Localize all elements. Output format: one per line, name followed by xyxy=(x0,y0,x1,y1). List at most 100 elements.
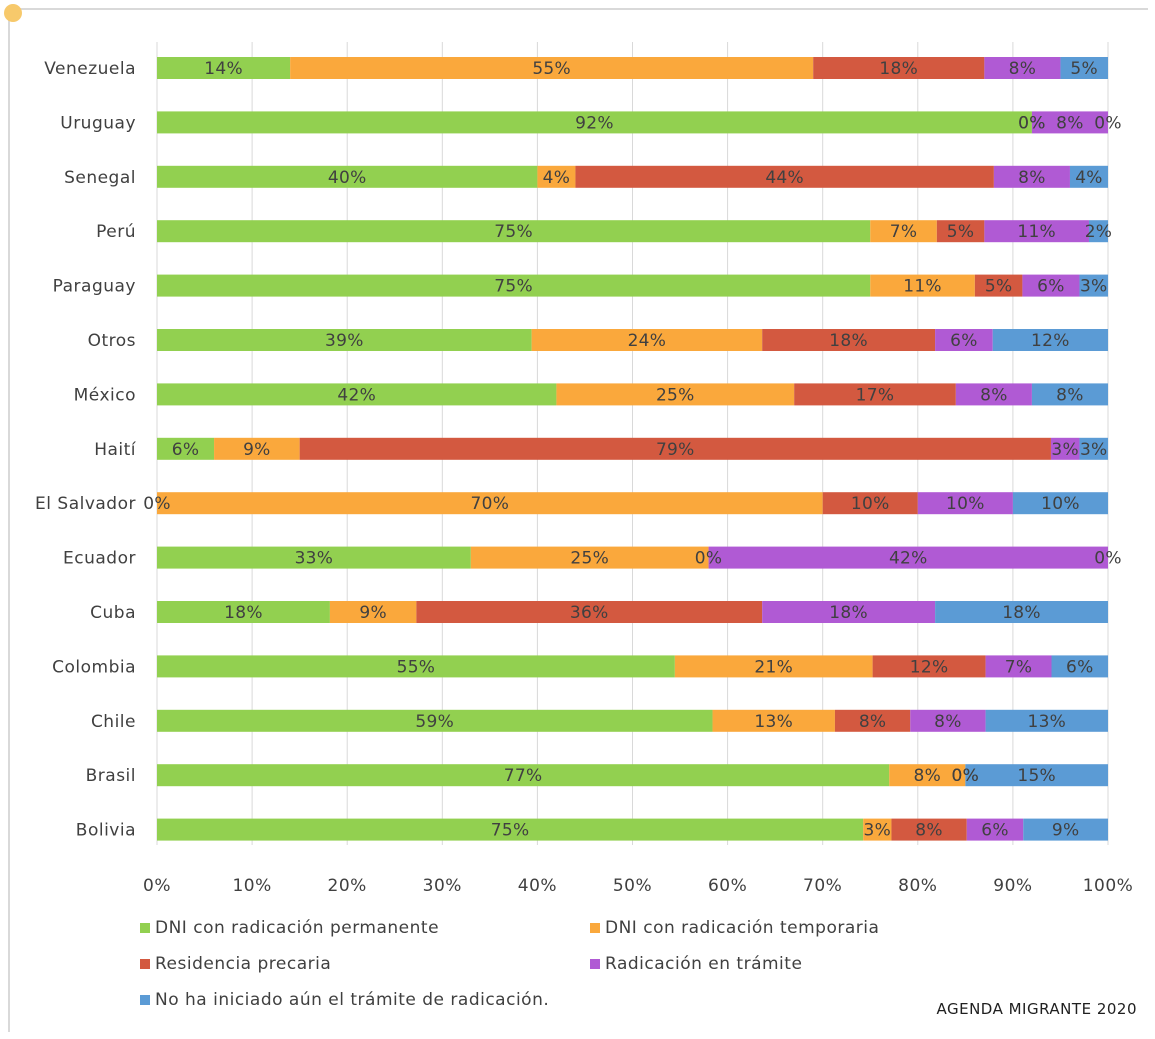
x-tick-label: 20% xyxy=(328,876,367,896)
data-label: 6% xyxy=(950,331,978,351)
data-label: 13% xyxy=(1027,712,1066,732)
x-tick-label: 0% xyxy=(143,876,171,896)
legend-item: DNI con radicación temporaria xyxy=(590,918,879,938)
category-label: Perú xyxy=(96,222,136,242)
legend-label: DNI con radicación permanente xyxy=(155,918,440,938)
data-label: 7% xyxy=(1005,657,1033,677)
legend-label: Radicación en trámite xyxy=(605,954,803,974)
data-label: 0% xyxy=(1018,113,1046,133)
legend-item: Residencia precaria xyxy=(140,954,331,974)
category-label: El Salvador xyxy=(35,494,136,514)
data-label: 55% xyxy=(532,59,571,79)
data-label: 6% xyxy=(1037,277,1065,297)
category-label: Colombia xyxy=(52,657,136,677)
x-tick-label: 60% xyxy=(708,876,747,896)
bar-segment xyxy=(889,764,966,787)
data-label: 92% xyxy=(575,113,614,133)
legend-item: No ha iniciado aún el trámite de radicac… xyxy=(140,990,549,1010)
category-label: Venezuela xyxy=(44,59,136,79)
bar-segment xyxy=(1022,274,1080,297)
bar-segment xyxy=(157,220,871,243)
legend-item: DNI con radicación permanente xyxy=(140,918,439,938)
bar-segment xyxy=(870,220,937,243)
data-label: 4% xyxy=(1075,168,1103,188)
bar-segment xyxy=(575,165,994,188)
legend-label: DNI con radicación temporaria xyxy=(605,918,880,938)
legend-label: Residencia precaria xyxy=(155,954,332,974)
bar-segment xyxy=(762,601,936,623)
x-axis-tick-labels: 0% 10% 20% 30% 40% 50% 60% 70% 80% 90% 100% xyxy=(143,876,1133,896)
bar-segment xyxy=(157,274,871,297)
bar-segment xyxy=(1050,437,1080,460)
data-label: 0% xyxy=(695,549,723,569)
bar-segment xyxy=(762,329,936,351)
data-label: 5% xyxy=(1070,59,1098,79)
bar-segment xyxy=(157,492,823,515)
data-label: 77% xyxy=(504,766,543,786)
data-label: 44% xyxy=(765,168,804,188)
x-tick-label: 100% xyxy=(1083,876,1134,896)
data-label: 10% xyxy=(851,494,890,514)
data-label: 0% xyxy=(952,766,980,786)
data-label: 18% xyxy=(829,603,868,623)
bar-segment xyxy=(984,220,1089,243)
bar-segment xyxy=(299,437,1051,460)
bar-segment xyxy=(1031,383,1108,406)
legend-swatch xyxy=(140,995,150,1005)
data-label: 0% xyxy=(143,494,171,514)
data-label: 3% xyxy=(1080,277,1108,297)
bar-segment xyxy=(1012,492,1108,515)
data-label: 3% xyxy=(1080,440,1108,460)
bar-segment xyxy=(157,764,890,787)
data-label: 12% xyxy=(1031,331,1070,351)
bar-segment xyxy=(556,383,795,406)
data-label: 8% xyxy=(914,766,942,786)
data-label: 6% xyxy=(981,821,1009,841)
bar-segment xyxy=(157,709,713,732)
data-label: 18% xyxy=(879,59,918,79)
data-label: 9% xyxy=(243,440,271,460)
data-label: 59% xyxy=(415,712,454,732)
chart-frame xyxy=(4,4,1148,1032)
legend-label: No ha iniciado aún el trámite de radicac… xyxy=(155,990,550,1010)
bar-segment xyxy=(794,383,956,406)
data-label: 21% xyxy=(754,657,793,677)
bar-segment xyxy=(1023,818,1108,841)
bar-segment xyxy=(157,329,532,351)
bar-segment xyxy=(537,165,576,188)
data-label: 0% xyxy=(1094,549,1122,569)
bar-segment xyxy=(917,492,1013,515)
bar-segment xyxy=(985,709,1108,732)
data-label: 17% xyxy=(856,385,895,405)
data-label: 40% xyxy=(328,168,367,188)
data-label: 14% xyxy=(204,59,243,79)
bar-segment xyxy=(822,492,918,515)
data-label: 0% xyxy=(952,766,980,786)
bar-segment xyxy=(329,601,417,623)
data-label: 79% xyxy=(656,440,695,460)
bar-segment xyxy=(1069,165,1108,188)
data-label: 11% xyxy=(903,277,942,297)
bar-segment xyxy=(708,546,1108,569)
bar-segment xyxy=(1079,437,1108,460)
data-label: 18% xyxy=(829,331,868,351)
data-label: 8% xyxy=(980,385,1008,405)
stacked-bar-chart: Venezuela Uruguay Senegal Perú Paraguay Otros… xyxy=(35,42,1133,896)
bar-segment xyxy=(813,57,985,79)
data-label: 39% xyxy=(325,331,364,351)
source-note: AGENDA MIGRANTE 2020 xyxy=(936,1000,1137,1018)
bar-segment xyxy=(157,165,538,188)
bar-segment xyxy=(1051,655,1108,678)
bar-segment xyxy=(416,601,763,623)
bar-segment xyxy=(974,274,1023,297)
data-label: 5% xyxy=(985,277,1013,297)
legend-swatch xyxy=(590,959,600,969)
bar-segment xyxy=(531,329,763,351)
bar-segment xyxy=(992,329,1108,351)
category-label: Brasil xyxy=(86,766,136,786)
data-labels: 14% 55% 18% 8% 5% 92% 0% 0% 8% 0% 40% 4% 44% 8% 4% 75% 7… xyxy=(143,59,1122,841)
data-label: 42% xyxy=(889,549,928,569)
data-label: 9% xyxy=(359,603,387,623)
data-label: 7% xyxy=(890,222,918,242)
data-label: 8% xyxy=(934,712,962,732)
